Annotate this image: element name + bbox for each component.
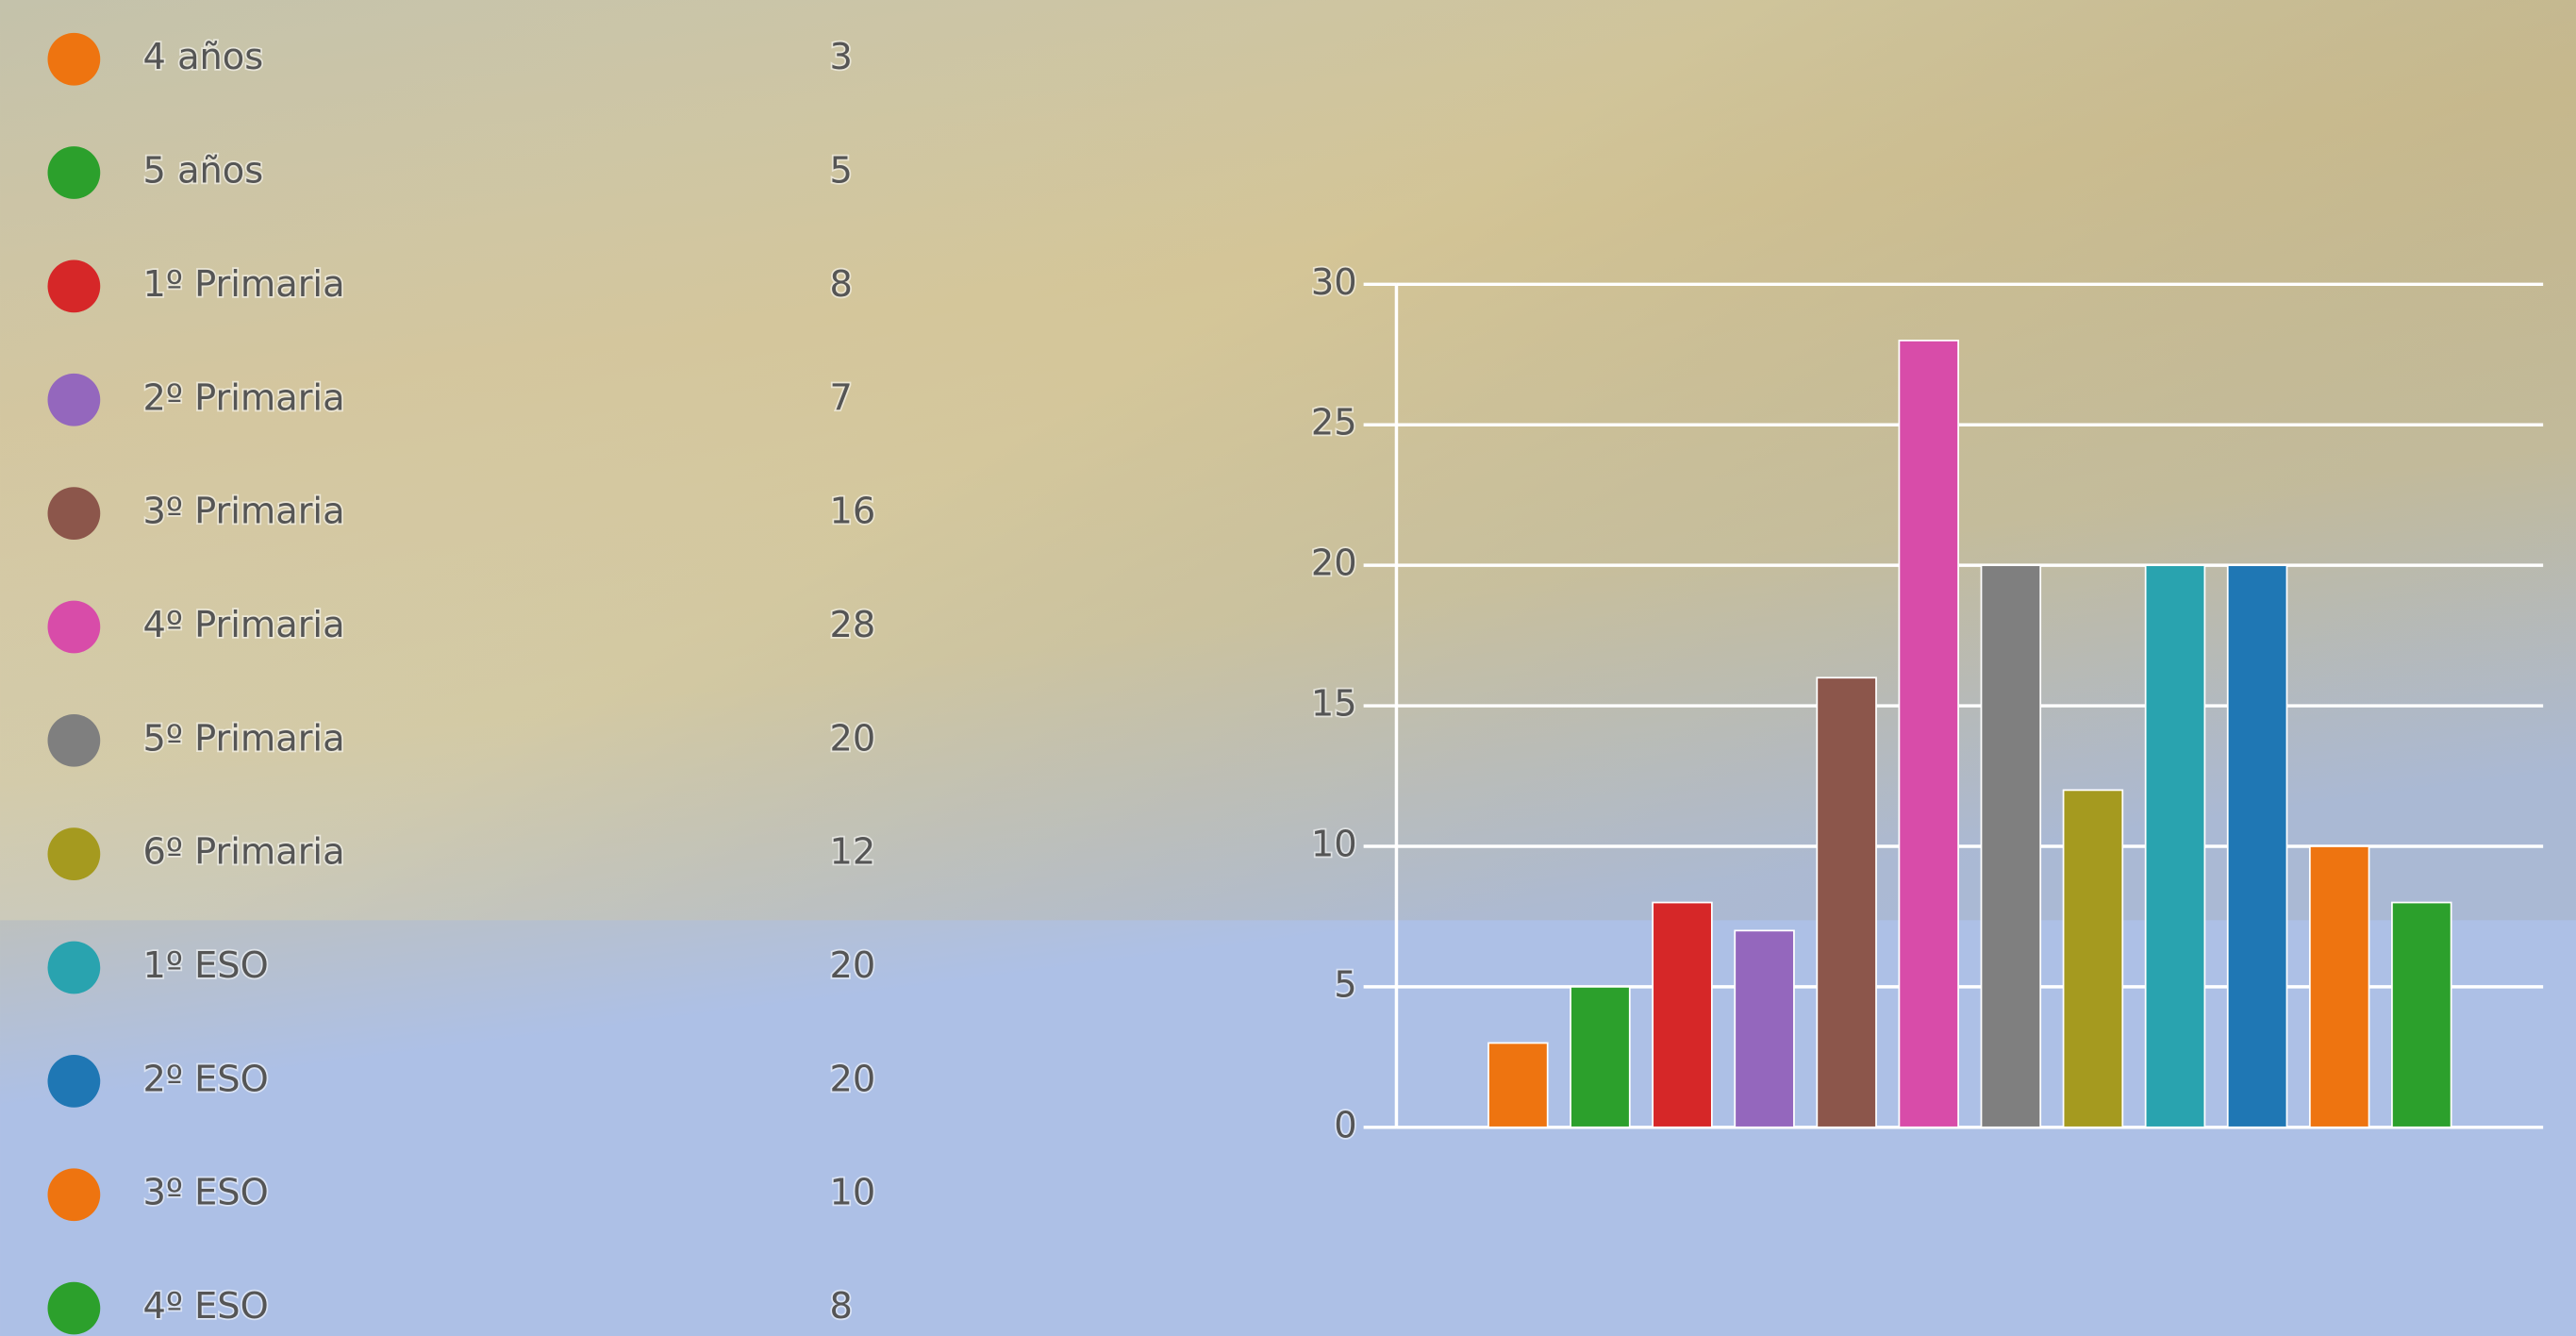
bar [1981,565,2040,1127]
legend-label: 4 años [143,36,264,78]
legend-value: 28 [830,604,876,646]
legend-value: 3 [830,36,853,78]
legend-value: 20 [830,1058,876,1100]
bar [2392,903,2451,1127]
legend-value: 8 [830,263,853,306]
legend-marker [48,374,101,426]
page: 4 años 3 5 años 5 1º Primaria 8 2º Primaria 7 3º… [0,0,2576,1336]
legend-value: 7 [830,376,853,419]
y-tick-label: 20 [1311,543,1357,585]
y-tick-label: 15 [1311,683,1357,726]
legend-label: 3º Primaria [143,491,345,533]
legend-marker [48,827,101,880]
legend-marker [48,260,101,313]
bar [1488,1043,1548,1127]
legend-marker [48,33,101,86]
legend-value: 20 [830,717,876,760]
bar [1571,987,1630,1127]
legend-label: 4º Primaria [143,604,345,646]
bar [2064,790,2123,1127]
y-tick-label: 0 [1334,1104,1356,1146]
y-tick-label: 25 [1311,402,1357,444]
legend-label: 5 años [143,150,264,192]
legend-marker [48,1055,101,1108]
y-tick-label: 10 [1311,823,1357,865]
legend-value: 5 [830,150,853,192]
legend-marker [48,1282,101,1335]
legend-label: 1º Primaria [143,263,345,306]
bar [1899,341,1958,1127]
legend-label: 5º Primaria [143,717,345,760]
bar [1653,903,1712,1127]
legend-marker [48,487,101,540]
legend-label: 6º Primaria [143,831,345,874]
legend-label: 4º ESO [143,1285,269,1328]
bar [2146,565,2205,1127]
legend-value: 12 [830,831,876,874]
legend-value: 16 [830,491,876,533]
bar [2228,565,2287,1127]
y-tick-label: 30 [1311,261,1357,304]
legend-value: 20 [830,944,876,987]
bar [1735,930,1794,1127]
legend-marker [48,714,101,767]
legend-marker [48,601,101,654]
bar [1817,677,1876,1127]
legend-label: 2º ESO [143,1058,269,1100]
legend-value: 8 [830,1285,853,1328]
legend-marker [48,1168,101,1221]
legend-value: 10 [830,1172,876,1214]
chart: 4 años 3 5 años 5 1º Primaria 8 2º Primaria 7 3º… [0,0,2576,1336]
legend-marker [48,146,101,199]
bar [2310,846,2369,1127]
legend-label: 2º Primaria [143,376,345,419]
legend-label: 1º ESO [143,944,269,987]
legend-marker [48,942,101,994]
y-tick-label: 5 [1334,963,1356,1006]
legend-label: 3º ESO [143,1172,269,1214]
